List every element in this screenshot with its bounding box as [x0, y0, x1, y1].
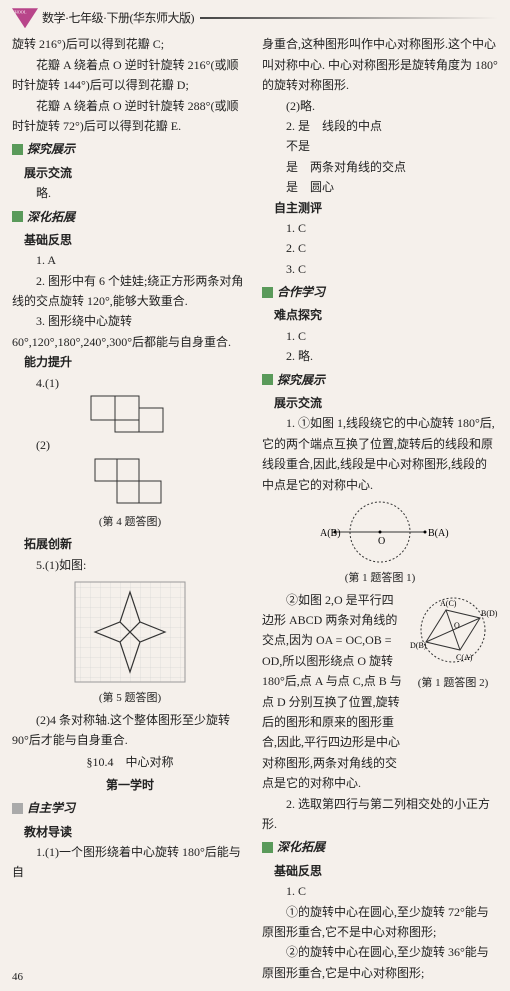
section-title: 深化拓展: [27, 207, 75, 227]
text: ①的旋转中心在圆心,至少旋转 72°能与原图形重合,它不是中心对称图形;: [262, 902, 498, 943]
text: 旋转 216°)后可以得到花瓣 C;: [12, 34, 248, 54]
svg-text:B(A): B(A): [428, 528, 449, 539]
subheading: 自主测评: [274, 198, 498, 218]
section-title: 合作学习: [277, 282, 325, 302]
figure-4-1: [90, 395, 170, 433]
section-title: 自主学习: [27, 798, 75, 818]
text: 是 圆心: [262, 177, 498, 197]
section-title: 探究展示: [277, 370, 325, 390]
text: 2. C: [262, 238, 498, 258]
section-marker: [12, 211, 23, 222]
caption: (第 5 题答图): [12, 689, 248, 708]
text: 2. 略.: [262, 346, 498, 366]
svg-text:C(A): C(A): [456, 653, 473, 662]
subheading: 基础反思: [24, 230, 248, 250]
text: 2. 是 线段的中点: [262, 116, 498, 136]
caption: (第 4 题答图): [12, 513, 248, 532]
svg-text:A(C): A(C): [440, 599, 457, 608]
section-title: 探究展示: [27, 139, 75, 159]
text: 花瓣 A 绕着点 O 逆时针旋转 288°(或顺时针旋转 72°)后可以得到花瓣…: [12, 96, 248, 137]
text: 花瓣 A 绕着点 O 逆时针旋转 216°(或顺时针旋转 144°)后可以得到花…: [12, 55, 248, 96]
section-marker: [262, 287, 273, 298]
text: 是 两条对角线的交点: [262, 157, 498, 177]
header-rule: [200, 17, 498, 19]
text: (2): [12, 435, 248, 455]
text: (2)4 条对称轴.这个整体图形至少旋转 90°后才能与自身重合.: [12, 710, 248, 751]
text: 2. 图形中有 6 个娃娃;绕正方形两条对角线的交点旋转 120°,能够大致重合…: [12, 271, 248, 312]
text: 1. A: [12, 250, 248, 270]
left-column: 旋转 216°)后可以得到花瓣 C; 花瓣 A 绕着点 O 逆时针旋转 216°…: [12, 34, 248, 983]
text: 略.: [12, 183, 248, 203]
figure-r1: A(B) O B(A): [310, 497, 450, 567]
text: 1.(1)一个图形绕着中心旋转 180°后能与自: [12, 842, 248, 883]
svg-text:A(B): A(B): [320, 528, 341, 539]
section-marker: [12, 144, 23, 155]
subheading: 展示交流: [24, 163, 248, 183]
text: 1. ①如图 1,线段绕它的中心旋转 180°后,它的两个端点互换了位置,旋转后…: [262, 413, 498, 495]
subheading: 基础反思: [274, 861, 498, 881]
figure-5: [70, 577, 190, 687]
figure-r2: A(C) B(D) C(A) D(B) O: [408, 592, 498, 672]
text: 3. 图形绕中心旋转 60°,120°,180°,240°,300°后都能与自身…: [12, 311, 248, 352]
section-title: 深化拓展: [277, 837, 325, 857]
svg-text:B(D): B(D): [481, 609, 498, 618]
right-column: 身重合,这种图形叫作中心对称图形.这个中心叫对称中心. 中心对称图形是旋转角度为…: [262, 34, 498, 983]
chapter-title: §10.4 中心对称: [12, 752, 248, 772]
section-marker: [262, 842, 273, 853]
svg-text:O: O: [378, 536, 385, 547]
header-title: 数学·七年级·下册(华东师大版): [42, 8, 194, 28]
text: 1. C: [262, 218, 498, 238]
text: ②如图 2,O 是平行四边形 ABCD 两条对角线的交点,因为 OA = OC,…: [262, 590, 404, 794]
lesson-title: 第一学时: [12, 775, 248, 795]
subheading: 教材导读: [24, 822, 248, 842]
text: 4.(1): [12, 373, 248, 393]
text: 1. C: [262, 881, 498, 901]
section-marker: [262, 374, 273, 385]
page-number: 46: [12, 968, 23, 987]
figure-4-2: [85, 457, 175, 511]
subheading: 拓展创新: [24, 534, 248, 554]
section-marker: [12, 803, 23, 814]
subheading: 难点探究: [274, 305, 498, 325]
text: 1. C: [262, 326, 498, 346]
text: 不是: [262, 136, 498, 156]
text: 5.(1)如图:: [12, 555, 248, 575]
text: 身重合,这种图形叫作中心对称图形.这个中心叫对称中心. 中心对称图形是旋转角度为…: [262, 34, 498, 95]
subheading: 展示交流: [274, 393, 498, 413]
school-badge: [12, 8, 38, 28]
text: 3. C: [262, 259, 498, 279]
subheading: 能力提升: [24, 352, 248, 372]
text: (2)略.: [262, 96, 498, 116]
caption: (第 1 题答图 2): [408, 674, 498, 693]
caption: (第 1 题答图 1): [262, 569, 498, 588]
text: ②的旋转中心在圆心,至少旋转 36°能与原图形重合,它是中心对称图形;: [262, 942, 498, 983]
svg-text:O: O: [454, 621, 460, 630]
svg-text:D(B): D(B): [410, 641, 427, 650]
